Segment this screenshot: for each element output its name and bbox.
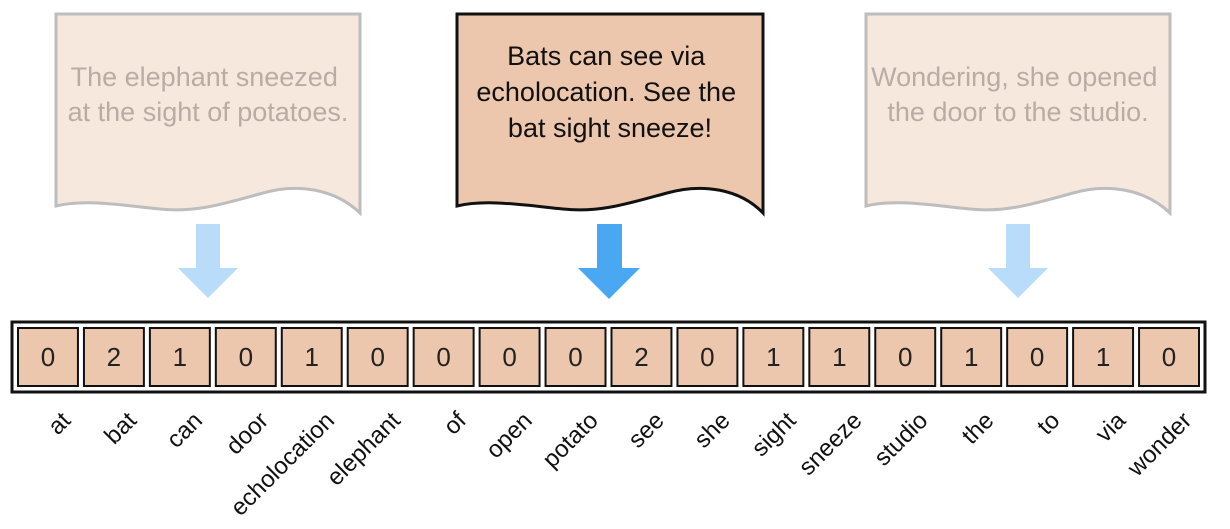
vector-cell [1006, 327, 1069, 387]
vector-cell-value: 0 [370, 342, 384, 372]
document-text: Wondering, she opened the door to the st… [871, 62, 1165, 127]
vector-cell-value: 0 [436, 342, 450, 372]
vector-cell-value: 1 [1096, 342, 1110, 372]
down-arrow-icon [178, 224, 238, 298]
vector-cell-value: 1 [964, 342, 978, 372]
vector-cell-value: 0 [568, 342, 582, 372]
document-line: the door to the studio. [887, 97, 1148, 127]
vector-cell-value: 0 [239, 342, 253, 372]
vocabulary-word: studio [869, 407, 933, 471]
vocabulary-word: open [481, 407, 538, 464]
vocabulary-word: at [43, 407, 76, 440]
vocabulary-word: sneeze [794, 407, 868, 481]
vector-cell-value: 0 [1030, 342, 1044, 372]
vector-cell [544, 327, 607, 387]
vector-cell-value: 0 [898, 342, 912, 372]
vector-cell [874, 327, 937, 387]
down-arrow-icon [988, 224, 1048, 298]
vector-cell-value: 2 [107, 342, 121, 372]
vector-cell-value: 0 [502, 342, 516, 372]
vocabulary-word: of [439, 407, 472, 440]
vector-cell-value: 1 [766, 342, 780, 372]
vector-cell [412, 327, 475, 387]
vocabulary-word: elephant [322, 407, 406, 491]
vector-cell [280, 327, 343, 387]
vector-cell [610, 327, 673, 387]
vector-cell [148, 327, 211, 387]
vector-cell [742, 327, 805, 387]
vocabulary-word: door [221, 407, 274, 460]
vocabulary-word: via [1090, 407, 1131, 448]
vocabulary-word: potato [537, 407, 603, 473]
vocabulary-word: sight [747, 407, 802, 462]
vocabulary-word: wonder [1122, 407, 1197, 482]
vector-cell [676, 327, 739, 387]
document-line: at the sight of potatoes. [68, 97, 349, 127]
vector-cell-value: 1 [173, 342, 187, 372]
vector-cell [1138, 327, 1200, 387]
vector-cell [808, 327, 871, 387]
vector-cell-value: 0 [700, 342, 714, 372]
vector-cell-value: 0 [1162, 342, 1176, 372]
document-card-3: Wondering, she opened the door to the st… [864, 12, 1172, 217]
vector-cell [82, 327, 145, 387]
document-line: Bats can see via [507, 41, 706, 71]
vocabulary-word: the [957, 407, 1000, 450]
document-text: The elephant sneezed at the sight of pot… [68, 62, 349, 127]
document-line: Wondering, she opened [871, 62, 1157, 92]
down-arrow-icon [578, 224, 640, 299]
vocabulary-word: to [1032, 407, 1065, 440]
document-line: echolocation. See the [476, 77, 736, 107]
document-line: The elephant sneezed [71, 62, 338, 92]
vocabulary-word: can [162, 407, 208, 453]
vector-cell-value: 1 [305, 342, 319, 372]
vector-cell-value: 1 [832, 342, 846, 372]
vector-cell [940, 327, 1003, 387]
vector-cell [1072, 327, 1135, 387]
vector-cell-value: 0 [41, 342, 55, 372]
vector-cell [214, 327, 277, 387]
vocabulary-word: see [623, 407, 669, 453]
vector-cells: 0 2 1 0 1 0 0 0 0 2 0 1 1 0 1 0 1 0 [17, 327, 1200, 387]
vector-cell [17, 327, 79, 387]
vocabulary-word: she [689, 407, 735, 453]
vocabulary-word: bat [99, 407, 142, 450]
document-text: Bats can see via echolocation. See the b… [476, 41, 743, 143]
vector-cell-value: 2 [634, 342, 648, 372]
vector-cell [346, 327, 409, 387]
document-shape [455, 12, 765, 217]
document-card-1: The elephant sneezed at the sight of pot… [54, 12, 362, 217]
document-line: bat sight sneeze! [508, 113, 712, 143]
vector-cell [478, 327, 541, 387]
document-card-2: Bats can see via echolocation. See the b… [455, 12, 765, 217]
document-shape [54, 12, 362, 217]
vector-outer-frame [10, 320, 1207, 394]
document-shape [864, 12, 1172, 217]
